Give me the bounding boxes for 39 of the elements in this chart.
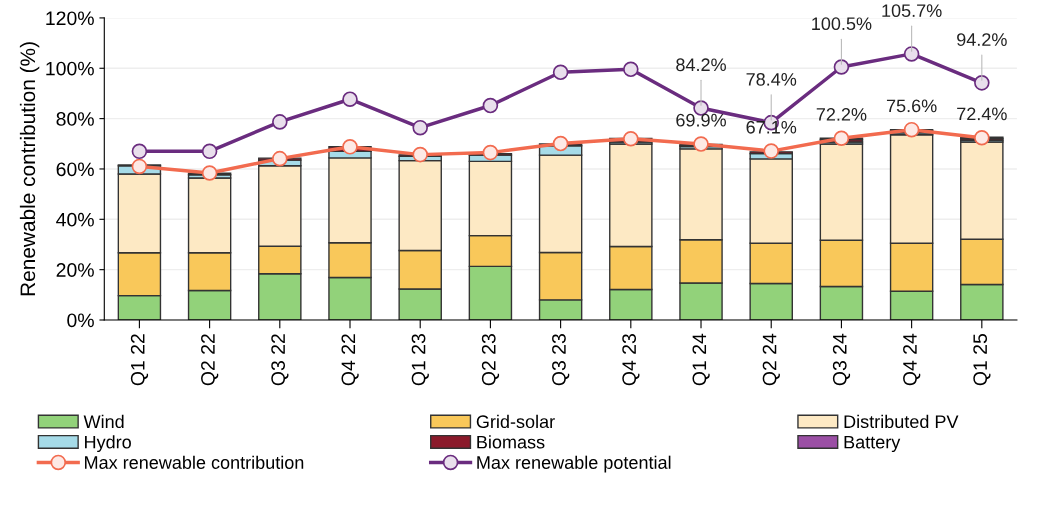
x-tick-label: Q1 23 [411,334,429,386]
data-label: 78.4% [746,72,797,86]
data-label: 72.2% [816,108,867,121]
data-label: 69.9% [676,113,726,127]
y-tick-label: 40% [56,212,94,227]
data-label: 75.6% [886,99,937,113]
y-tick-label: 20% [56,263,94,277]
x-tick-label: Q1 25 [973,334,991,386]
data-label: 67.1% [746,120,797,134]
y-tick-label: 60% [56,162,94,177]
x-tick-label: Q4 24 [903,333,921,386]
x-tick-label: Q2 24 [762,333,780,386]
data-label: 84.2% [676,58,726,72]
x-tick-label: Q2 23 [481,334,500,386]
legend-label: Max renewable potential [477,455,671,473]
legend-label: Distributed PV [844,414,959,429]
data-label: 105.7% [882,4,942,18]
y-axis-title: Renewable contribution (%) [19,42,40,296]
x-tick-label: Q2 22 [201,334,219,386]
legend-label: Wind [83,414,124,429]
x-tick-label: Q3 23 [552,334,570,386]
x-tick-label: Q1 24 [692,333,710,386]
x-tick-label: Q4 22 [341,334,359,386]
x-tick-label: Q1 22 [130,334,149,386]
y-tick-label: 0% [67,313,94,328]
y-tick-label: 80% [56,112,94,126]
legend-label: Hydro [85,435,131,453]
legend-label: Battery [844,435,901,453]
y-tick-label: 120% [46,11,94,26]
x-tick-label: Q3 22 [271,334,289,386]
legend-label: Biomass [477,435,545,449]
legend-label: Grid-solar [476,414,555,429]
data-label: 72.4% [957,107,1007,121]
y-tick-label: 100% [46,61,94,76]
data-label: 100.5% [812,17,872,31]
x-tick-label: Q4 23 [622,334,640,386]
data-label: 94.2% [957,33,1007,46]
legend-label: Max renewable contribution [85,455,304,469]
x-tick-label: Q3 24 [832,333,851,386]
